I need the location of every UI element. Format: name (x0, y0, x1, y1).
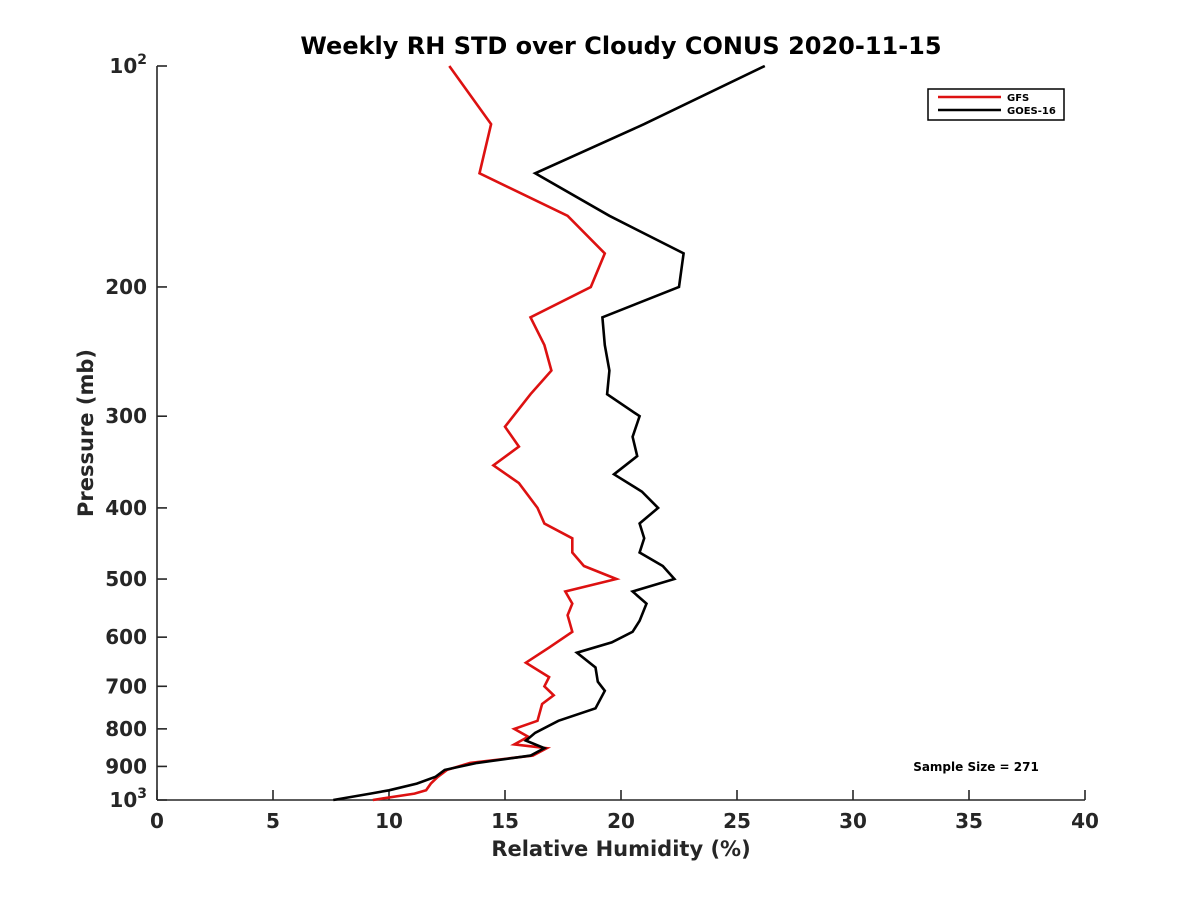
y-tick-label: 400 (105, 496, 147, 520)
x-tick-label: 15 (491, 809, 519, 833)
x-tick-label: 5 (266, 809, 280, 833)
series-line-goes-16 (333, 64, 766, 802)
x-tick-label: 20 (607, 809, 635, 833)
y-tick-label: 900 (105, 754, 147, 778)
plot-area: 0 5 10 15 20 25 30 35 40 102 200 300 400 500 600 700 800… (105, 52, 1099, 833)
sample-size-annotation: Sample Size = 271 (913, 760, 1039, 774)
x-tick-label: 30 (839, 809, 867, 833)
legend-box (927, 88, 1065, 121)
y-tick-label: 300 (105, 404, 147, 428)
legend-label-goes-16: GOES-16 (1007, 106, 1056, 117)
y-tick-label: 700 (105, 674, 147, 698)
x-tick-label: 35 (955, 809, 983, 833)
y-axis-label: Pressure (mb) (74, 349, 98, 517)
legend-label-gfs: GFS (1007, 93, 1029, 104)
x-tick-label: 10 (375, 809, 403, 833)
x-tick-label: 40 (1071, 809, 1099, 833)
x-axis-label: Relative Humidity (%) (491, 837, 750, 861)
x-tick-label: 0 (150, 809, 164, 833)
y-tick-label: 200 (105, 275, 147, 299)
chart-title: Weekly RH STD over Cloudy CONUS 2020-11-… (300, 32, 941, 60)
y-tick-label: 600 (105, 625, 147, 649)
y-tick-label: 102 (109, 52, 147, 78)
y-tick-label: 800 (105, 717, 147, 741)
legend: GFS GOES-16 (927, 88, 1065, 121)
y-tick-label: 500 (105, 567, 147, 591)
y-tick-label: 103 (109, 786, 147, 812)
x-tick-label: 25 (723, 809, 751, 833)
